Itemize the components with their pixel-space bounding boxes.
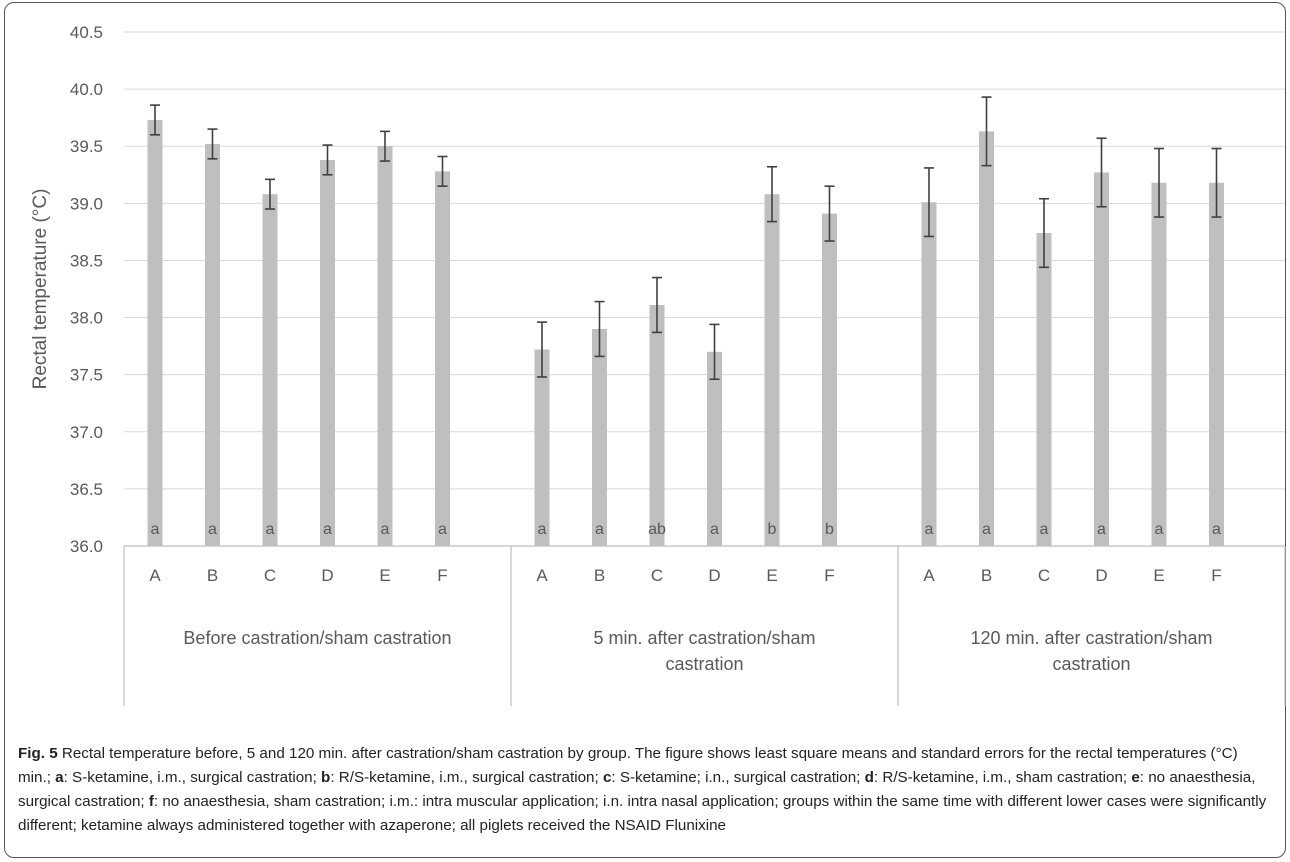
x-category-label: C <box>1038 566 1050 585</box>
bar <box>377 146 393 546</box>
x-category-label: A <box>536 566 548 585</box>
x-category-label: E <box>379 566 390 585</box>
bar <box>707 351 722 546</box>
y-tick-label: 39.5 <box>70 137 103 156</box>
caption-key-a-text: : S-ketamine, i.m., surgical castration; <box>63 769 322 786</box>
y-axis-label: Rectal temperature (°C) <box>30 189 51 390</box>
x-category-label: E <box>766 566 777 585</box>
x-category-label: F <box>437 566 447 585</box>
bar <box>921 202 937 547</box>
significance-letter: a <box>438 521 447 538</box>
x-category-label: D <box>321 566 333 585</box>
bar <box>1151 182 1167 547</box>
y-tick-label: 38.5 <box>70 251 103 270</box>
x-category-label: C <box>264 566 276 585</box>
bar <box>649 304 665 546</box>
x-group-label: 120 min. after castration/sham <box>970 628 1212 648</box>
bar <box>262 194 278 546</box>
bar <box>1094 172 1109 546</box>
y-tick-label: 39.0 <box>70 194 103 213</box>
y-tick-label: 40.5 <box>70 23 103 42</box>
caption-fig-label: Fig. 5 <box>18 745 58 762</box>
x-category-label: F <box>1211 566 1221 585</box>
significance-letter: a <box>208 521 217 538</box>
significance-letter: a <box>323 521 332 538</box>
significance-letter: a <box>266 521 275 538</box>
caption-key-e: e <box>1131 769 1140 786</box>
y-tick-label: 37.5 <box>70 366 103 385</box>
caption-key-c: c <box>602 769 612 786</box>
caption-key-d-text: : R/S-ketamine, i.m., sham castration; <box>873 769 1132 786</box>
caption-key-b: b <box>321 769 331 786</box>
significance-letter: a <box>538 521 547 538</box>
x-category-label: B <box>594 566 605 585</box>
significance-letter: a <box>1155 521 1164 538</box>
y-tick-label: 40.0 <box>70 80 103 99</box>
bar <box>147 119 163 546</box>
significance-letter: b <box>768 521 777 538</box>
x-category-label: B <box>981 566 992 585</box>
y-tick-label: 36.0 <box>70 537 103 556</box>
bar <box>979 131 994 546</box>
bar <box>320 159 335 546</box>
bar <box>1209 182 1224 547</box>
y-tick-label: 37.0 <box>70 423 103 442</box>
x-group-label: Before castration/sham castration <box>183 628 451 648</box>
x-category-label: F <box>824 566 834 585</box>
caption-key-a: a <box>55 769 64 786</box>
caption-key-f-text: : no anaesthesia, sham castration; i.m.:… <box>18 793 1267 834</box>
figure-caption: Fig. 5 Rectal temperature before, 5 and … <box>18 742 1273 838</box>
bar <box>435 171 450 546</box>
x-group-label: castration <box>1052 654 1130 674</box>
significance-letter: a <box>925 521 934 538</box>
caption-key-c-text: : S-ketamine; i.n., surgical castration; <box>611 769 865 786</box>
bar <box>205 143 220 546</box>
caption-intro: Rectal temperature before, 5 and 120 min… <box>18 745 1238 786</box>
significance-letter: a <box>381 521 390 538</box>
caption-key-f: f <box>148 793 154 810</box>
significance-letter: a <box>982 521 991 538</box>
x-group-label: 5 min. after castration/sham <box>593 628 815 648</box>
caption-key-e-text: : no anaesthesia, surgical castration; <box>18 769 1256 810</box>
y-tick-label: 38.0 <box>70 309 103 328</box>
x-category-label: E <box>1153 566 1164 585</box>
x-category-label: B <box>207 566 218 585</box>
x-category-label: C <box>651 566 663 585</box>
bar <box>534 349 550 546</box>
significance-letter: a <box>710 521 719 538</box>
x-category-label: A <box>923 566 935 585</box>
significance-letter: b <box>825 521 834 538</box>
caption-key-d: d <box>864 769 874 786</box>
bar <box>592 328 607 546</box>
significance-letter: a <box>1212 521 1221 538</box>
significance-letter: a <box>595 521 604 538</box>
rectal-temperature-bar-chart: 36.0 36.5 37.0 37.5 38.0 38.5 39.0 39.5 40.0 40.5… <box>30 23 1286 706</box>
significance-letter: a <box>1040 521 1049 538</box>
x-category-label: A <box>149 566 161 585</box>
y-tick-label: 36.5 <box>70 480 103 499</box>
x-category-label: D <box>708 566 720 585</box>
bar <box>822 213 837 546</box>
x-category-label: D <box>1095 566 1107 585</box>
bar <box>1036 233 1052 546</box>
bar <box>764 194 780 546</box>
x-group-label: castration <box>665 654 743 674</box>
significance-letter: ab <box>648 521 666 538</box>
caption-key-b-text: : R/S-ketamine, i.m., surgical castratio… <box>330 769 603 786</box>
significance-letter: a <box>151 521 160 538</box>
significance-letter: a <box>1097 521 1106 538</box>
